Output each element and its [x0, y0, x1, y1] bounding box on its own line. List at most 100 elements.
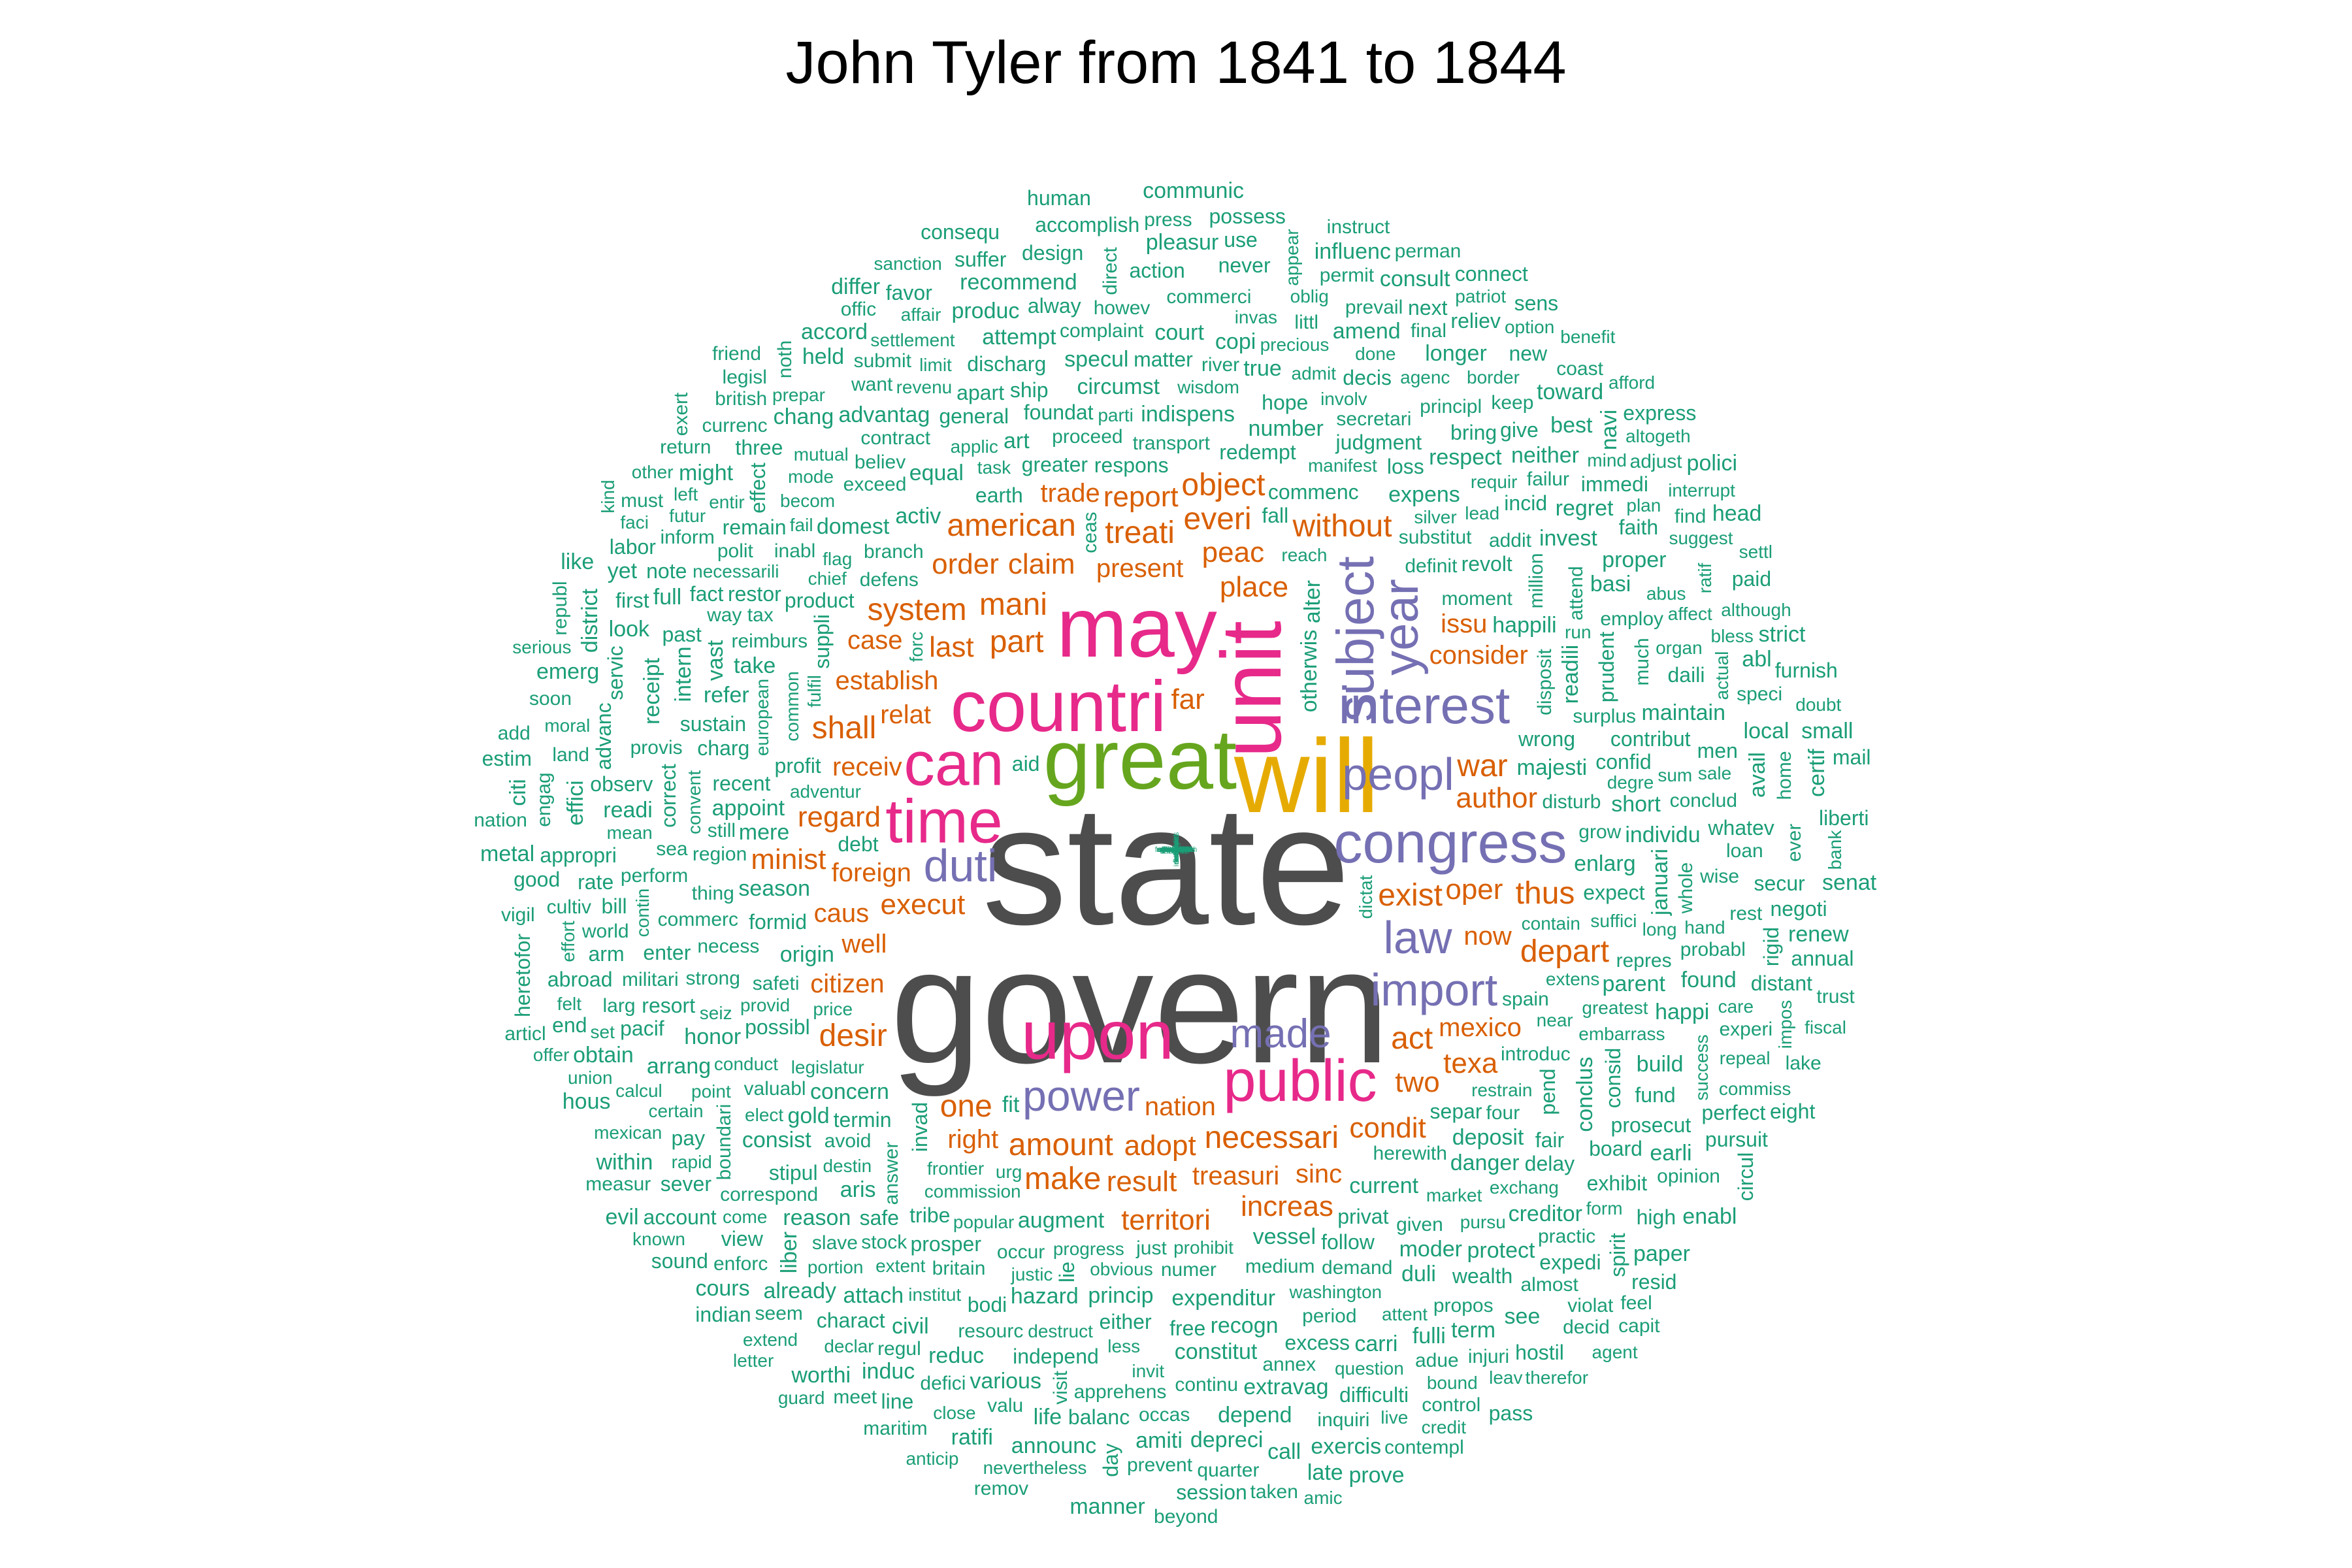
cloud-word: fact [689, 581, 724, 606]
cloud-word: speedili [1162, 845, 1190, 854]
cloud-word: everywher [1158, 845, 1194, 854]
cloud-word: life [1033, 1405, 1062, 1430]
cloud-word: obvious [1090, 1258, 1153, 1279]
cloud-word: recommend [960, 270, 1077, 295]
cloud-word: friend [712, 342, 762, 365]
cloud-word: proper [1602, 547, 1667, 572]
cloud-word: pacif [620, 1017, 664, 1041]
cloud-word: differ [831, 274, 881, 300]
cloud-word: industri [1163, 845, 1189, 854]
cloud-word: mere [738, 819, 790, 845]
cloud-word: perman [1394, 240, 1462, 262]
cloud-word: earli [1650, 1141, 1692, 1166]
cloud-word: numer [1160, 1259, 1217, 1281]
cloud-word: protect [1467, 1237, 1535, 1263]
cloud-word: occas [1138, 1404, 1190, 1426]
cloud-word: littl [1294, 311, 1319, 333]
cloud-word: debt [838, 832, 879, 857]
cloud-word: suffici [1590, 910, 1637, 931]
cloud-word: creditor [1508, 1201, 1582, 1227]
cloud-word: boundari [713, 1103, 736, 1181]
cloud-word: respect [1429, 445, 1502, 470]
cloud-word: addit [1488, 530, 1531, 552]
cloud-word: repeat [1164, 845, 1188, 854]
cloud-word: act [1391, 1021, 1433, 1056]
cloud-word: attent [1381, 1303, 1428, 1324]
cloud-word: treasuri [1192, 1162, 1280, 1191]
cloud-word: money [1164, 845, 1188, 854]
cloud-word: liberti [1819, 806, 1869, 830]
cloud-word: organ [1656, 637, 1703, 658]
cloud-word: reliev [1450, 308, 1501, 333]
cloud-word: accord [801, 319, 868, 345]
cloud-word: amend [1332, 319, 1401, 344]
cloud-word: majesti [1516, 755, 1588, 780]
cloud-word: currenc [702, 414, 768, 436]
cloud-word: faci [620, 512, 649, 533]
cloud-word: want [851, 374, 893, 396]
cloud-word: becom [780, 490, 836, 511]
cloud-word: texa [1443, 1047, 1498, 1079]
cloud-word: work [1168, 845, 1184, 854]
cloud-word: offic [840, 299, 877, 321]
cloud-word: continu [1175, 1373, 1239, 1396]
cloud-word: almost [1520, 1273, 1578, 1296]
cloud-word: exceed [843, 474, 907, 496]
cloud-word: capitalist [1160, 845, 1192, 854]
cloud-word: call [1267, 1439, 1301, 1465]
cloud-word: advanc [591, 702, 615, 770]
cloud-word: held [802, 344, 845, 370]
cloud-word: tribe [909, 1203, 951, 1227]
cloud-word: condit [1349, 1112, 1426, 1145]
cloud-word: hope [1262, 391, 1309, 415]
cloud-word: war [1457, 749, 1508, 784]
cloud-word: fund [1635, 1083, 1676, 1107]
cloud-word: paper [1633, 1241, 1690, 1267]
cloud-word: person [1164, 845, 1188, 854]
cloud-word: worthi [791, 1363, 851, 1388]
cloud-word: spain [1502, 988, 1549, 1011]
cloud-word: congratul [1160, 845, 1192, 854]
cloud-word: republ [549, 581, 572, 636]
cloud-word: time [885, 787, 1003, 857]
cloud-word: product [784, 589, 855, 613]
cloud-word: greatest [1582, 998, 1648, 1019]
cloud-word: exercis [1311, 1433, 1382, 1459]
cloud-word: immedi [1580, 472, 1648, 497]
cloud-word: servic [604, 645, 628, 700]
cloud-word: legislatur [791, 1057, 864, 1078]
cloud-word: alter [1299, 580, 1325, 624]
cloud-word: opinion [1657, 1165, 1720, 1187]
cloud-word: annex [1262, 1354, 1316, 1376]
cloud-word: invas [1234, 307, 1278, 328]
cloud-word: degre [1607, 772, 1654, 792]
cloud-word: add [497, 722, 531, 744]
cloud-word: union [568, 1067, 613, 1088]
cloud-word: manifest [1307, 455, 1377, 476]
cloud-word: induc [861, 1359, 915, 1384]
cloud-word: vast [702, 640, 728, 681]
cloud-word: compromis [1156, 845, 1196, 854]
cloud-word: expens [1388, 482, 1460, 507]
cloud-word: land [552, 743, 590, 766]
cloud-word: region [692, 843, 747, 866]
cloud-word: urg [995, 1161, 1022, 1182]
cloud-word: four [1486, 1102, 1520, 1124]
cloud-word: steam [1165, 845, 1187, 854]
cloud-word: consider [1429, 641, 1528, 670]
cloud-word: action [1129, 258, 1185, 282]
cloud-word: renew [1788, 922, 1849, 947]
cloud-word: interfer [1164, 845, 1188, 854]
cloud-word: influenc [1314, 239, 1391, 265]
cloud-word: design [1021, 241, 1084, 265]
cloud-word: come [722, 1206, 768, 1227]
cloud-word: refer [703, 683, 749, 708]
cloud-word: benefici [1162, 845, 1190, 854]
cloud-word: entir [709, 492, 745, 513]
cloud-word: safe [859, 1206, 900, 1230]
cloud-word: economi [1161, 845, 1191, 854]
cloud-word: arm [588, 941, 625, 966]
cloud-word: now [1463, 922, 1512, 951]
cloud-word: apprehens [1073, 1381, 1167, 1403]
cloud-word: select [1166, 845, 1186, 854]
